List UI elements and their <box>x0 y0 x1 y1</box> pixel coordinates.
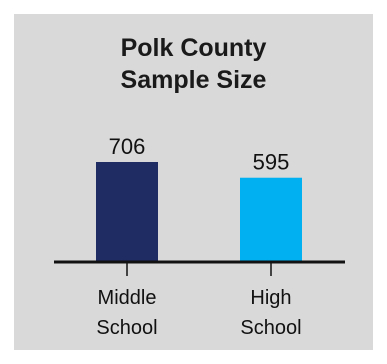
value-label-2: 595 <box>253 150 290 175</box>
bar-1 <box>96 162 158 262</box>
category-label-1-line-2: School <box>96 317 157 339</box>
bar-chart: 706 Middle School 595 High School <box>54 134 345 339</box>
chart-panel: Polk County Sample Size 706 Middle School 5… <box>14 14 373 350</box>
category-label-2-line-2: School <box>240 317 301 339</box>
chart-title: Polk County Sample Size <box>14 32 373 96</box>
category-label-2-line-1: High <box>250 287 291 309</box>
chart-title-line-1: Polk County <box>120 34 267 62</box>
bar-2 <box>240 177 302 262</box>
chart-title-line-2: Sample Size <box>120 66 267 94</box>
category-label-1-line-1: Middle <box>98 287 157 309</box>
value-label-1: 706 <box>109 134 146 159</box>
